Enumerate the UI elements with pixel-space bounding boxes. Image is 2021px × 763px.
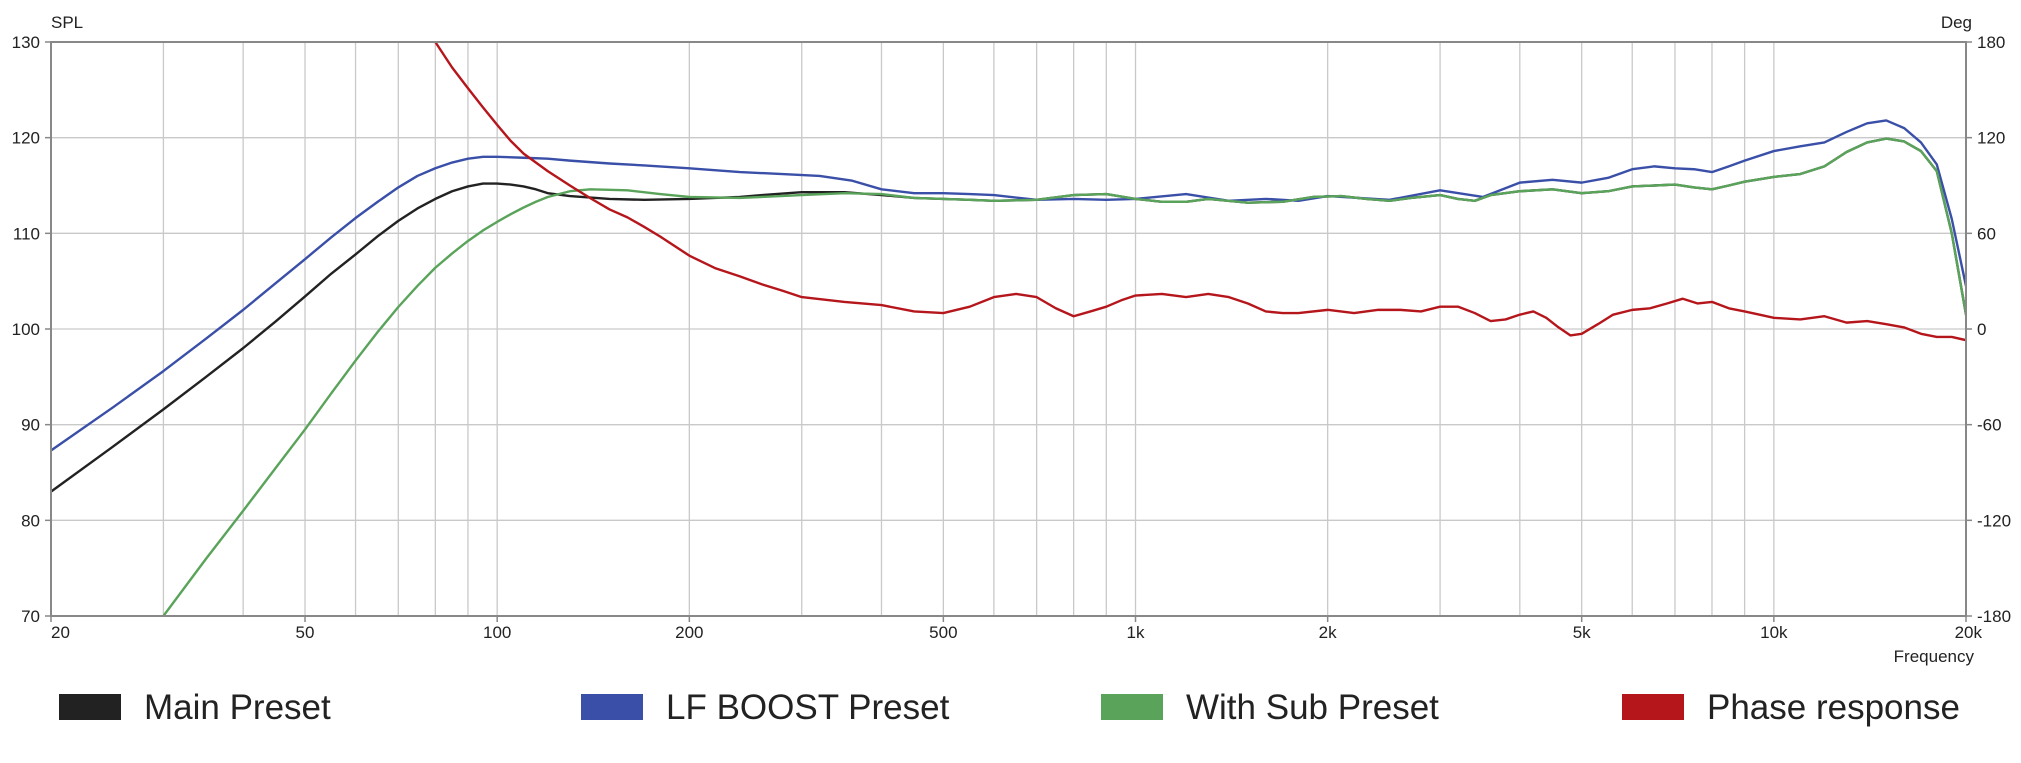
x-tick-label: 20k [1955, 623, 1983, 642]
x-tick-label: 20 [51, 623, 70, 642]
x-tick-label: 50 [296, 623, 315, 642]
legend-swatch-4 [1622, 694, 1684, 720]
y2-tick-label: 60 [1977, 224, 1996, 243]
y2-axis-title: Deg [1941, 13, 1972, 32]
legend-swatch-1 [59, 694, 121, 720]
tick-labels: 70 80 90 100 110 120 130 -180 -120 -60 0 60 120 180 20… [12, 33, 2011, 642]
series-layer [51, 42, 1966, 616]
x-tick-label: 2k [1319, 623, 1337, 642]
y2-tick-label: -120 [1977, 511, 2011, 530]
y-tick-label: 80 [21, 511, 40, 530]
y-tick-label: 100 [12, 320, 40, 339]
y-tick-label: 70 [21, 607, 40, 626]
series-line-4 [434, 42, 1966, 342]
grid-lines [51, 42, 1966, 616]
x-tick-label: 10k [1760, 623, 1788, 642]
legend-label-2: LF BOOST Preset [666, 688, 950, 727]
y2-tick-label: 0 [1977, 320, 1986, 339]
series-line-3 [162, 137, 1966, 616]
legend: Main Preset LF BOOST Preset With Sub Prese… [59, 688, 1960, 727]
y-tick-label: 120 [12, 129, 40, 148]
x-tick-label: 200 [675, 623, 703, 642]
x-tick-label: 100 [483, 623, 511, 642]
y-tick-label: 110 [13, 224, 40, 243]
legend-swatch-3 [1101, 694, 1163, 720]
y2-tick-label: -180 [1977, 607, 2011, 626]
series-line-2 [51, 119, 1966, 452]
y2-tick-label: 120 [1977, 129, 2005, 148]
x-tick-label: 5k [1573, 623, 1591, 642]
y-tick-label: 130 [12, 33, 40, 52]
legend-swatch-2 [581, 694, 643, 720]
x-axis-title: Frequency [1894, 647, 1975, 666]
x-tick-label: 1k [1127, 623, 1145, 642]
y2-tick-label: 180 [1977, 33, 2005, 52]
y-axis-title: SPL [51, 13, 83, 32]
legend-label-3: With Sub Preset [1186, 688, 1439, 727]
legend-label-1: Main Preset [144, 688, 331, 727]
y2-tick-label: -60 [1977, 416, 2002, 435]
y-tick-label: 90 [21, 416, 40, 435]
x-tick-label: 500 [929, 623, 957, 642]
legend-label-4: Phase response [1707, 688, 1960, 727]
